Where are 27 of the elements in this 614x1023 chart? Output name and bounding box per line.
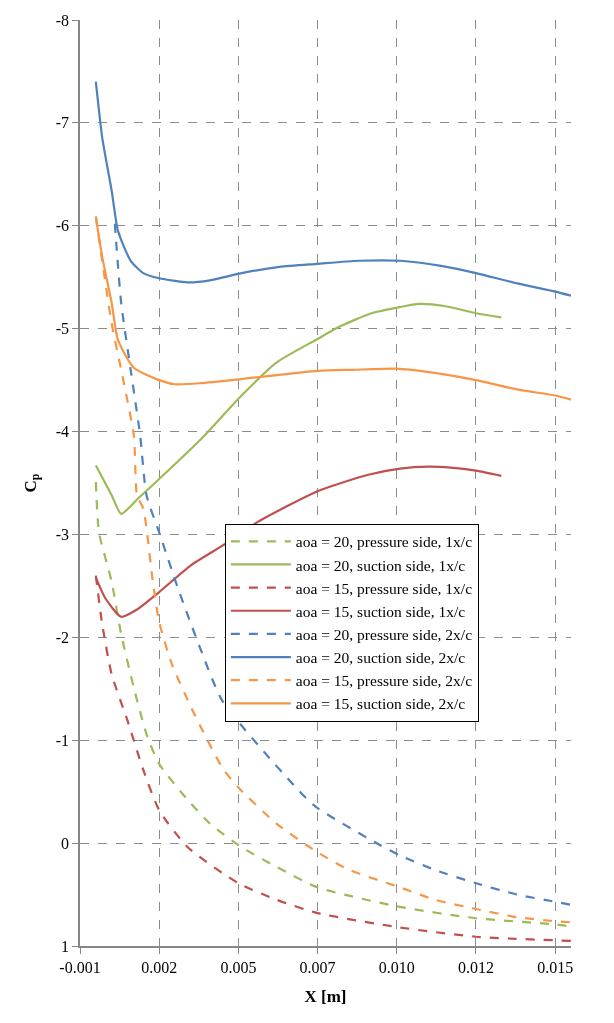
y-tick-label: -7 — [55, 114, 70, 132]
legend-label: aoa = 20, pressure side, 2x/c — [295, 625, 473, 643]
y-tick-label: -5 — [55, 320, 70, 338]
y-tick-label: -1 — [55, 731, 70, 749]
y-tick-label: -6 — [55, 217, 70, 235]
y-tick-label: -8 — [55, 11, 70, 29]
y-tick-label: 0 — [61, 834, 70, 852]
legend-label: aoa = 20, suction side, 1x/c — [295, 556, 466, 574]
legend-label: aoa = 20, suction side, 2x/c — [295, 649, 466, 667]
y-tick-label: -3 — [55, 526, 70, 544]
x-tick-label: 0.007 — [299, 958, 336, 976]
x-tick-label: 0.002 — [141, 958, 178, 976]
x-tick-label: -0.001 — [59, 958, 101, 976]
x-axis-title: X [m] — [304, 986, 347, 1006]
legend-label: aoa = 15, pressure side, 1x/c — [295, 579, 473, 597]
y-tick-label: 1 — [61, 937, 70, 955]
legend-label: aoa = 15, pressure side, 2x/c — [295, 672, 473, 690]
x-tick-label: 0.010 — [378, 958, 415, 976]
y-tick-label: -4 — [55, 423, 70, 441]
y-tick-label: -2 — [55, 628, 70, 646]
x-tick-label: 0.015 — [537, 958, 574, 976]
legend-label: aoa = 15, suction side, 2x/c — [295, 695, 466, 713]
legend-label: aoa = 20, pressure side, 1x/c — [295, 533, 473, 551]
line-series — [94, 302, 503, 515]
x-tick-label: 0.012 — [457, 958, 494, 976]
legend-label: aoa = 15, suction side, 1x/c — [295, 602, 466, 620]
x-tick-label: 0.005 — [220, 958, 257, 976]
